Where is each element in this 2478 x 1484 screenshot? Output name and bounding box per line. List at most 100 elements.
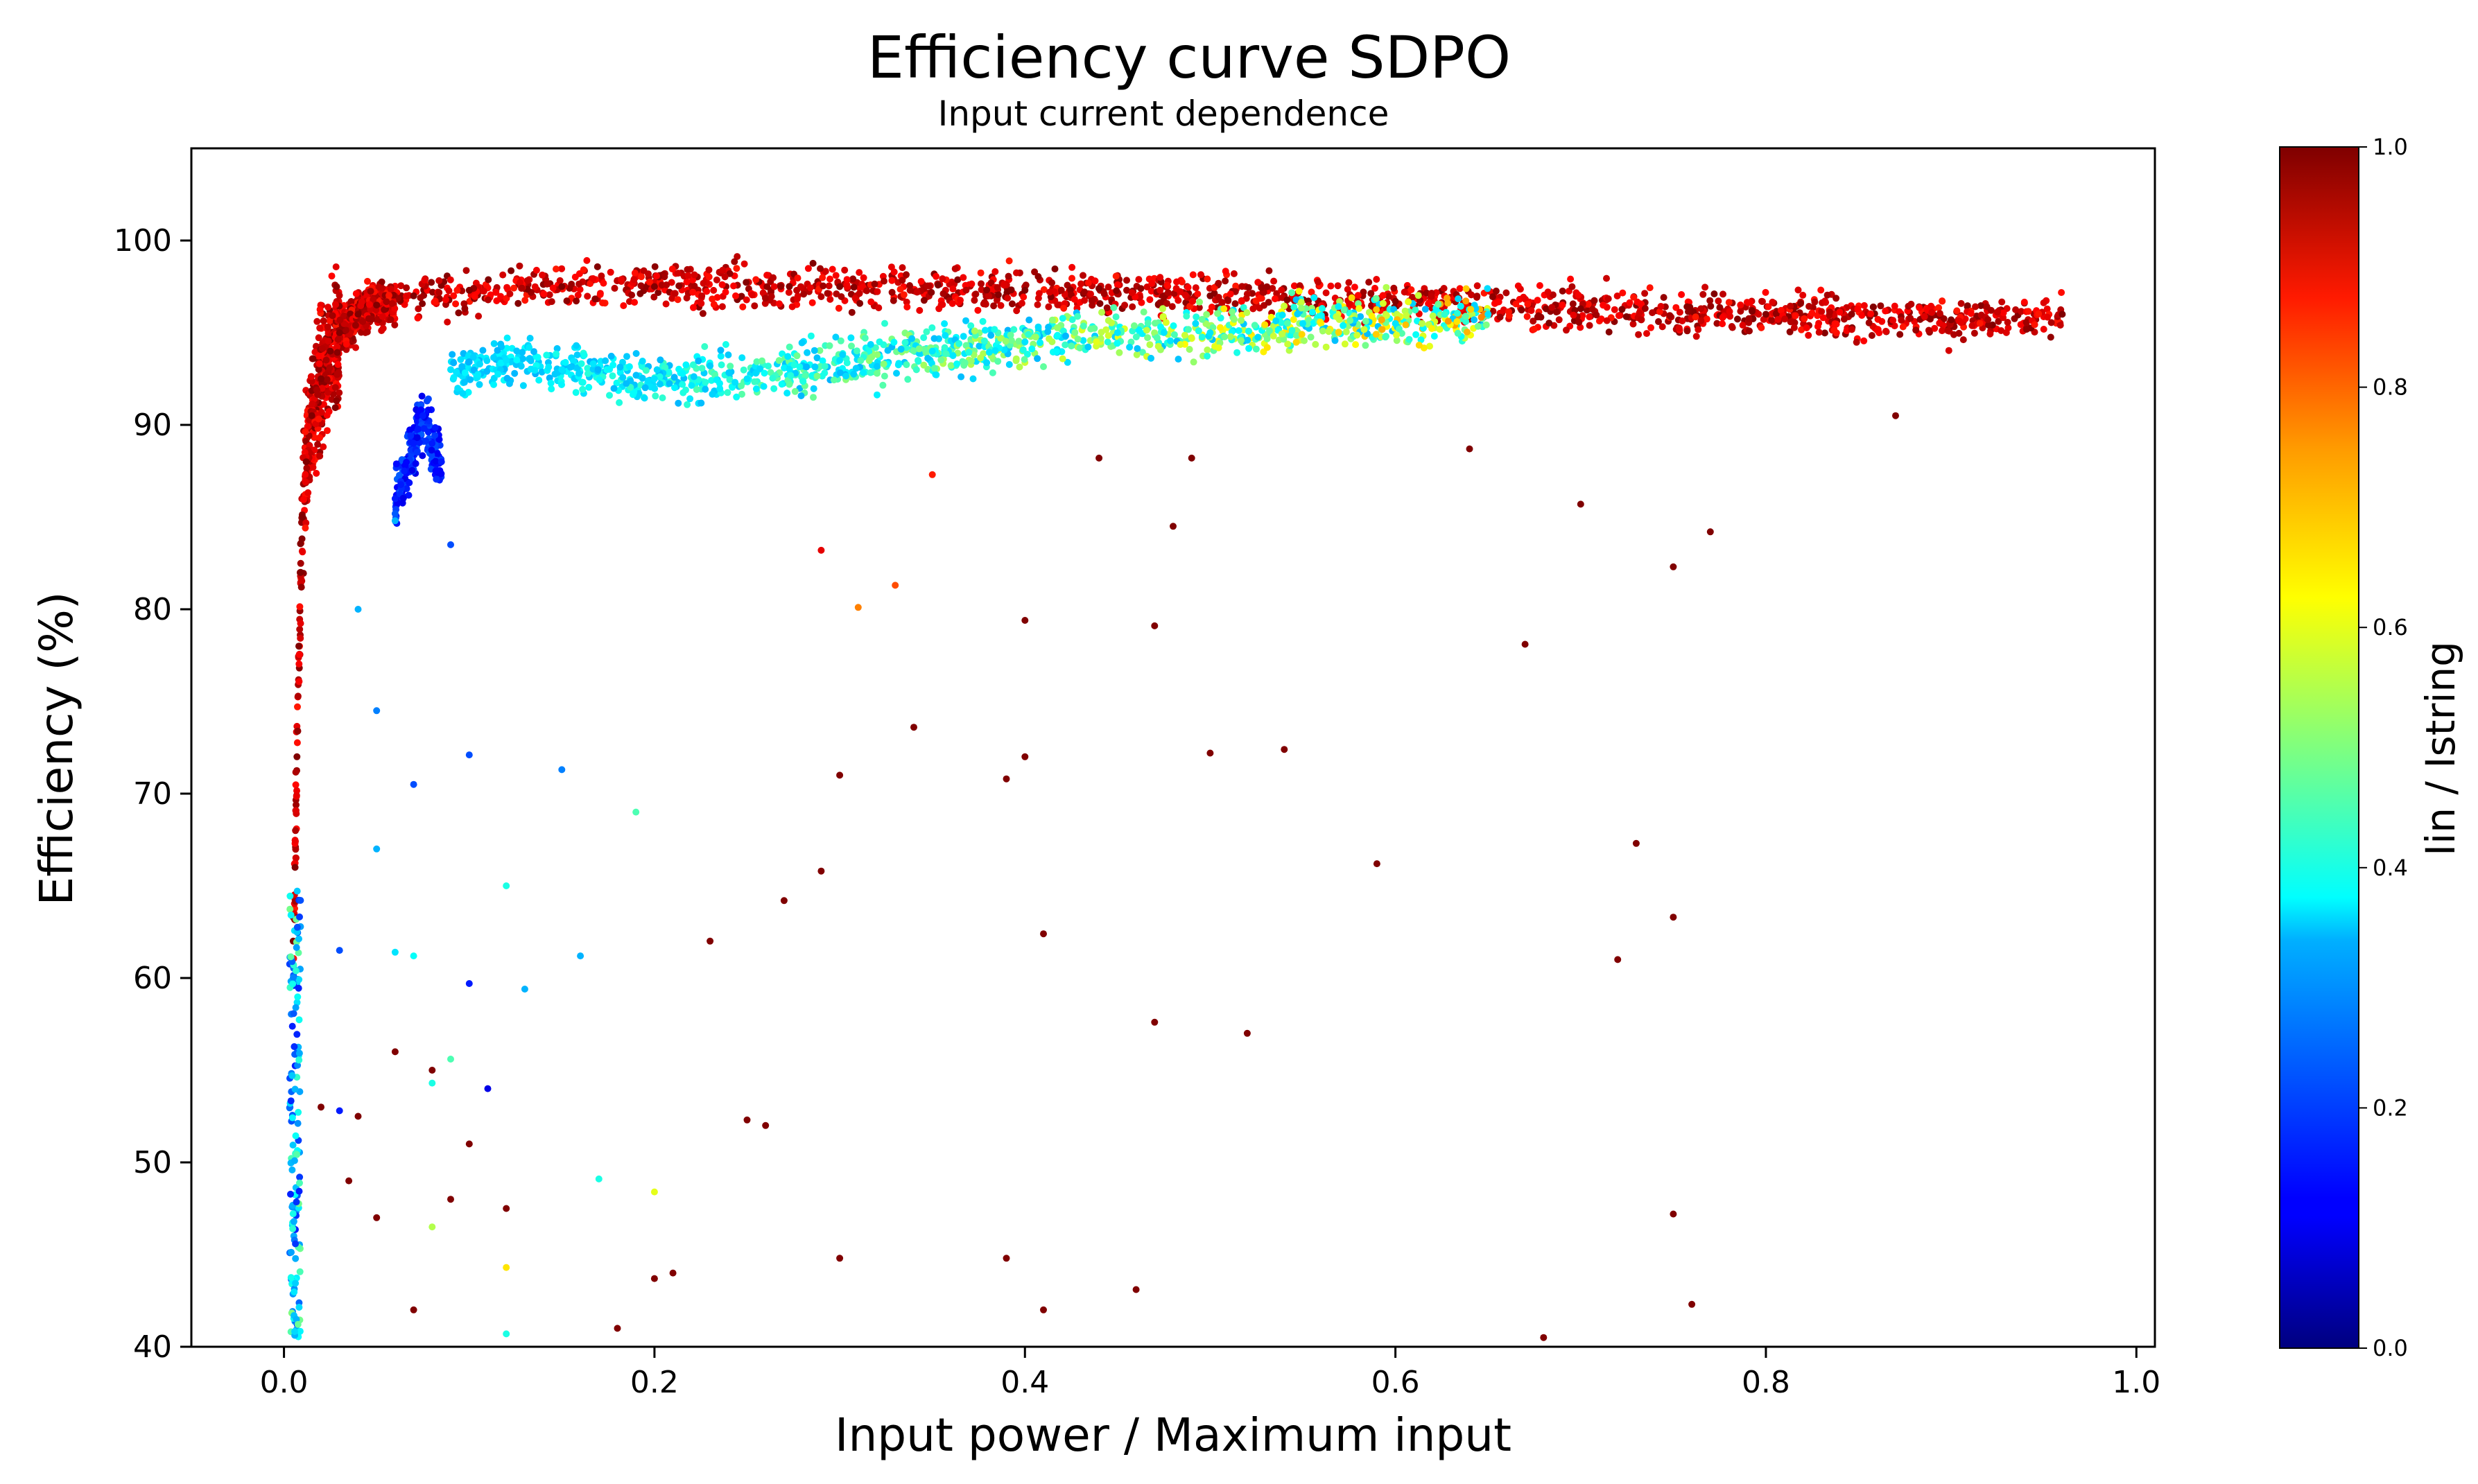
mid-cluster-point bbox=[1263, 335, 1271, 342]
outlier-point bbox=[1632, 839, 1640, 847]
mid-cluster-point bbox=[797, 392, 805, 399]
main-band-point bbox=[703, 288, 711, 295]
main-band-point bbox=[968, 280, 976, 288]
mid-cluster-point bbox=[1160, 329, 1168, 336]
main-band-point bbox=[553, 265, 560, 273]
outlier-point bbox=[1095, 454, 1103, 462]
mid-cluster-point bbox=[1034, 355, 1041, 363]
mid-cluster-point bbox=[716, 385, 724, 392]
mid-cluster-point bbox=[981, 326, 989, 334]
main-band-point bbox=[1278, 286, 1285, 294]
main-band-point bbox=[1860, 302, 1868, 309]
main-band-point bbox=[806, 284, 814, 292]
main-band-point bbox=[1858, 312, 1866, 319]
mid-cluster-point bbox=[1159, 305, 1166, 313]
main-band-point bbox=[786, 283, 793, 290]
main-band-point bbox=[1222, 277, 1229, 285]
mid-cluster-point bbox=[625, 363, 633, 370]
mid-cluster-point bbox=[579, 385, 587, 393]
mid-cluster-point bbox=[580, 351, 588, 359]
main-band-point bbox=[1641, 290, 1649, 297]
main-band-point bbox=[1799, 291, 1807, 299]
main-band-point bbox=[978, 286, 985, 293]
mid-cluster-point bbox=[1175, 356, 1182, 363]
main-band-point bbox=[568, 281, 575, 288]
main-band-point bbox=[313, 469, 320, 477]
mid-cluster-point bbox=[1203, 311, 1211, 318]
low-power-tail-point bbox=[291, 1289, 298, 1295]
mid-cluster-point bbox=[1379, 299, 1387, 307]
main-band-point bbox=[293, 739, 301, 747]
main-band-point bbox=[1998, 327, 2005, 334]
mid-cluster-point bbox=[511, 369, 519, 377]
main-band-point bbox=[1603, 317, 1611, 324]
mid-cluster-point bbox=[791, 387, 799, 395]
main-band-point bbox=[1428, 293, 1435, 300]
mid-cluster-point bbox=[958, 373, 965, 381]
main-band-point bbox=[428, 279, 435, 286]
mid-cluster-point bbox=[1280, 335, 1288, 343]
low-power-tail-point bbox=[290, 1218, 297, 1225]
main-band-point bbox=[1765, 303, 1772, 311]
main-band-point bbox=[2035, 310, 2043, 317]
outlier-point bbox=[1706, 528, 1714, 536]
mid-cluster-point bbox=[1254, 333, 1262, 341]
main-band-point bbox=[867, 298, 875, 306]
main-band-point bbox=[638, 273, 645, 281]
main-band-point bbox=[1168, 303, 1176, 311]
x-tick-label: 0.2 bbox=[630, 1365, 679, 1400]
mid-cluster-point bbox=[725, 369, 733, 376]
mid-cluster-point bbox=[1412, 331, 1420, 338]
main-band-point bbox=[1746, 327, 1753, 335]
mid-cluster-point bbox=[1278, 330, 1285, 338]
mid-cluster-point bbox=[1068, 316, 1076, 324]
outlier-point bbox=[465, 980, 473, 987]
main-band-point bbox=[1896, 331, 1904, 338]
mid-cluster-point bbox=[1198, 315, 1206, 323]
main-band-point bbox=[1611, 306, 1618, 313]
main-band-point bbox=[379, 313, 386, 320]
low-cluster-point bbox=[407, 432, 415, 439]
low-power-tail-point bbox=[287, 911, 295, 919]
outlier-point bbox=[447, 1056, 454, 1063]
main-band-point bbox=[1527, 307, 1535, 315]
x-tick-label: 0.0 bbox=[260, 1365, 309, 1400]
main-band-point bbox=[1725, 299, 1733, 306]
main-band-point bbox=[485, 276, 492, 283]
main-band-point bbox=[800, 290, 808, 298]
mid-cluster-point bbox=[1186, 346, 1193, 353]
series-anchor-point bbox=[308, 412, 315, 419]
main-band-point bbox=[1695, 326, 1702, 333]
y-axis-label: Efficiency (%) bbox=[30, 591, 83, 905]
colorbar-tick-label: 0.4 bbox=[2373, 855, 2408, 881]
mid-cluster-point bbox=[1074, 335, 1082, 343]
main-band-point bbox=[302, 471, 309, 478]
main-band-point bbox=[1256, 295, 1264, 302]
low-power-tail-point bbox=[294, 993, 302, 1001]
main-band-point bbox=[311, 434, 318, 442]
main-band-point bbox=[1489, 293, 1496, 301]
series-anchor-point bbox=[297, 568, 304, 576]
mid-cluster-point bbox=[547, 379, 555, 387]
main-band-point bbox=[1679, 317, 1686, 324]
mid-cluster-point bbox=[1104, 338, 1111, 346]
series-anchor-point bbox=[743, 375, 751, 383]
mid-cluster-point bbox=[1362, 317, 1369, 325]
main-band-point bbox=[1390, 284, 1398, 292]
main-band-point bbox=[794, 274, 802, 282]
main-band-point bbox=[762, 295, 769, 302]
low-power-tail-point bbox=[294, 1119, 302, 1127]
main-band-point bbox=[352, 322, 359, 329]
main-band-point bbox=[819, 274, 826, 281]
main-band-point bbox=[558, 265, 566, 272]
mid-cluster-point bbox=[596, 376, 603, 384]
outlier-point bbox=[410, 1306, 417, 1313]
main-band-point bbox=[532, 266, 540, 274]
main-band-point bbox=[1263, 283, 1271, 290]
main-band-point bbox=[1523, 313, 1531, 320]
mid-cluster-point bbox=[653, 366, 661, 374]
mid-cluster-point bbox=[589, 360, 597, 367]
mid-cluster-point bbox=[1102, 326, 1110, 333]
main-band-point bbox=[295, 678, 303, 686]
mid-cluster-point bbox=[519, 349, 526, 356]
